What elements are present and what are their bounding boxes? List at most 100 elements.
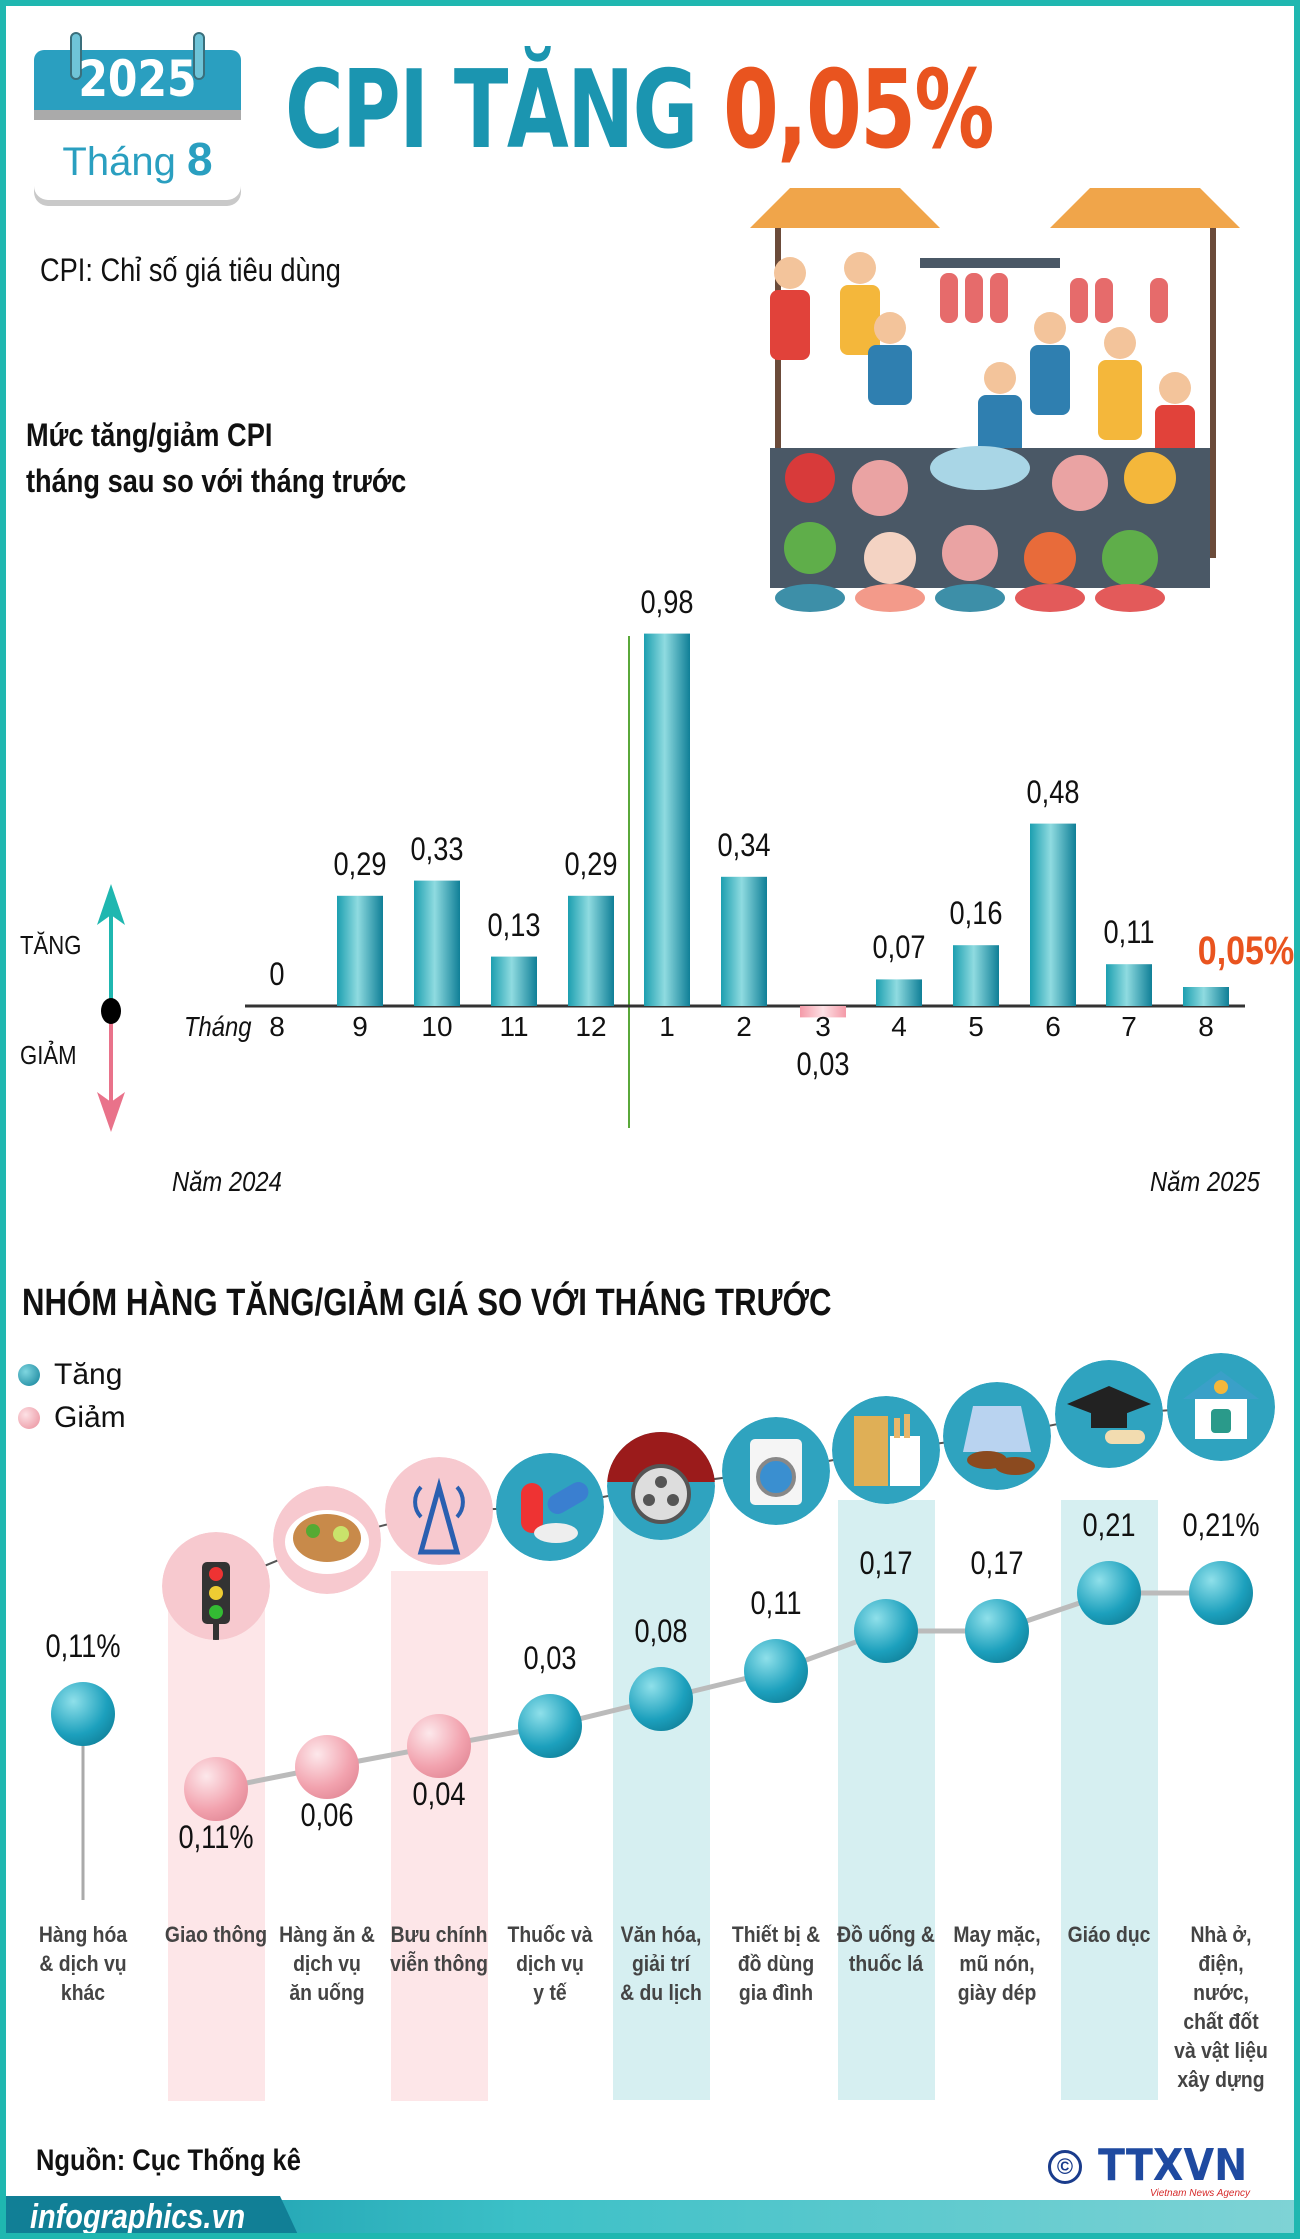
x-tick-label: 10: [421, 1011, 453, 1042]
data-label: 0,04: [412, 1776, 466, 1812]
data-label: 0,11: [750, 1585, 802, 1621]
bar-5: [644, 633, 690, 1006]
x-tick-label: 3: [815, 1011, 831, 1042]
data-label: 0,21: [1082, 1507, 1136, 1543]
data-label: 0,17: [859, 1545, 913, 1581]
up-arrowhead-icon: [97, 884, 125, 925]
x-tick-label: 1: [659, 1011, 675, 1042]
increase-point: [51, 1682, 115, 1746]
decrease-point: [184, 1757, 248, 1821]
increase-point: [965, 1599, 1029, 1663]
data-label: 0,13: [487, 906, 541, 943]
x-tick-label: 11: [499, 1011, 529, 1042]
bar-11: [1106, 964, 1152, 1006]
film-reel-icon: [607, 1432, 715, 1540]
increase-point: [518, 1694, 582, 1758]
data-label: 0,05%: [1197, 929, 1295, 973]
page-title: CPI TĂNG 0,05%: [285, 48, 994, 173]
increase-point: [744, 1639, 808, 1703]
pills-icon: [496, 1453, 604, 1561]
site-link[interactable]: infographics.vn: [30, 2198, 246, 2236]
data-label: 0,17: [970, 1545, 1024, 1581]
category-label: Đồ uống & thuốc lá: [837, 1922, 935, 1976]
highlight-band: [391, 1571, 488, 2101]
category-label: Giáo dục: [1067, 1922, 1151, 1947]
noodle-bowl-icon: [273, 1486, 381, 1594]
category-label: Hàng hóa & dịch vụ khác: [38, 1922, 128, 2005]
calendar-badge: 2025 Tháng 8: [30, 32, 245, 212]
data-label: 0,16: [949, 895, 1003, 932]
decrease-point: [407, 1714, 471, 1778]
up-label: TĂNG: [20, 930, 82, 960]
origin-dot-icon: [101, 998, 121, 1024]
year-left-label: Năm 2024: [172, 1166, 282, 1197]
market-illustration: [750, 188, 1240, 612]
cpi-definition: CPI: Chỉ số giá tiêu dùng: [40, 252, 341, 288]
data-label: 0,03: [796, 1046, 850, 1082]
category-label: May mặc, mũ nón, giày dép: [953, 1922, 1041, 2005]
x-tick-label: 4: [891, 1011, 907, 1042]
bar-12: [1183, 987, 1229, 1006]
x-tick-label: 2: [736, 1011, 752, 1042]
cpi-direction-indicator: [97, 633, 1245, 1132]
increase-point: [1189, 1561, 1253, 1625]
category-label: Bưu chính viễn thông: [390, 1922, 488, 1976]
data-label: 0,11: [1103, 914, 1155, 951]
bar-9: [953, 945, 999, 1006]
graduation-cap-icon: [1055, 1360, 1163, 1468]
data-label: 0,06: [300, 1797, 354, 1833]
drink-cigarette-icon: [832, 1396, 940, 1504]
increase-point: [854, 1599, 918, 1663]
data-label: 0,48: [1026, 773, 1080, 810]
data-label: 0,08: [634, 1613, 688, 1649]
x-tick-label: 6: [1045, 1011, 1061, 1042]
bar-3: [491, 956, 537, 1006]
x-axis-prefix: Tháng: [184, 1011, 252, 1042]
category-label: Văn hóa, giải trí & du lịch: [620, 1922, 702, 2005]
increase-point: [629, 1667, 693, 1731]
x-tick-label: 8: [269, 1011, 285, 1042]
data-label: 0,98: [640, 583, 694, 620]
source-note: Nguồn: Cục Thống kê: [36, 2144, 301, 2177]
teal-dot-icon: [18, 1364, 40, 1386]
data-label: 0,29: [333, 845, 387, 882]
x-tick-label: 9: [352, 1011, 368, 1042]
data-label: 0,21%: [1182, 1507, 1260, 1543]
data-label: 0: [269, 956, 285, 992]
data-label: 0,29: [564, 845, 618, 882]
bar-1: [337, 895, 383, 1006]
footer-bar-left: [0, 2196, 300, 2239]
house-utilities-icon: [1167, 1353, 1275, 1461]
bar-2: [414, 880, 460, 1006]
clothes-shoes-icon: [943, 1382, 1051, 1490]
data-label: 0,11%: [178, 1819, 254, 1855]
antenna-tower-icon: [385, 1457, 493, 1565]
ttxvn-logo-sub: Vietnam News Agency: [1150, 2188, 1251, 2199]
down-arrowhead-icon: [97, 1092, 125, 1132]
data-label: 0,11%: [45, 1628, 121, 1664]
category-label: Thuốc và dịch vụ y tế: [507, 1922, 593, 2005]
bar-7: [800, 1006, 846, 1018]
x-tick-label: 12: [575, 1011, 607, 1042]
bar-8: [876, 979, 922, 1006]
pink-dot-icon: [18, 1407, 40, 1429]
legend-up: Tăng: [18, 1358, 122, 1392]
bar-4: [568, 895, 614, 1006]
x-tick-label: 8: [1198, 1011, 1214, 1042]
highlight-band: [613, 1500, 710, 2100]
data-label: 0,03: [523, 1640, 577, 1676]
legend-down: Giảm: [18, 1401, 126, 1435]
x-tick-label: 5: [968, 1011, 984, 1042]
bar-10: [1030, 823, 1076, 1006]
washing-machine-icon: [722, 1417, 830, 1525]
ttxvn-logo: TTXVN: [1098, 2140, 1248, 2191]
data-label: 0,33: [410, 830, 464, 867]
category-label: Hàng ăn & dịch vụ ăn uống: [279, 1922, 375, 2005]
year-label: 2025: [78, 50, 197, 108]
month-label: Tháng 8: [62, 133, 213, 185]
chart2-title: NHÓM HÀNG TĂNG/GIẢM GIÁ SO VỚI THÁNG TRƯ…: [22, 1282, 832, 1324]
copyright-icon: ©: [1048, 2150, 1082, 2184]
increase-point: [1077, 1561, 1141, 1625]
traffic-light-icon: [162, 1532, 270, 1640]
